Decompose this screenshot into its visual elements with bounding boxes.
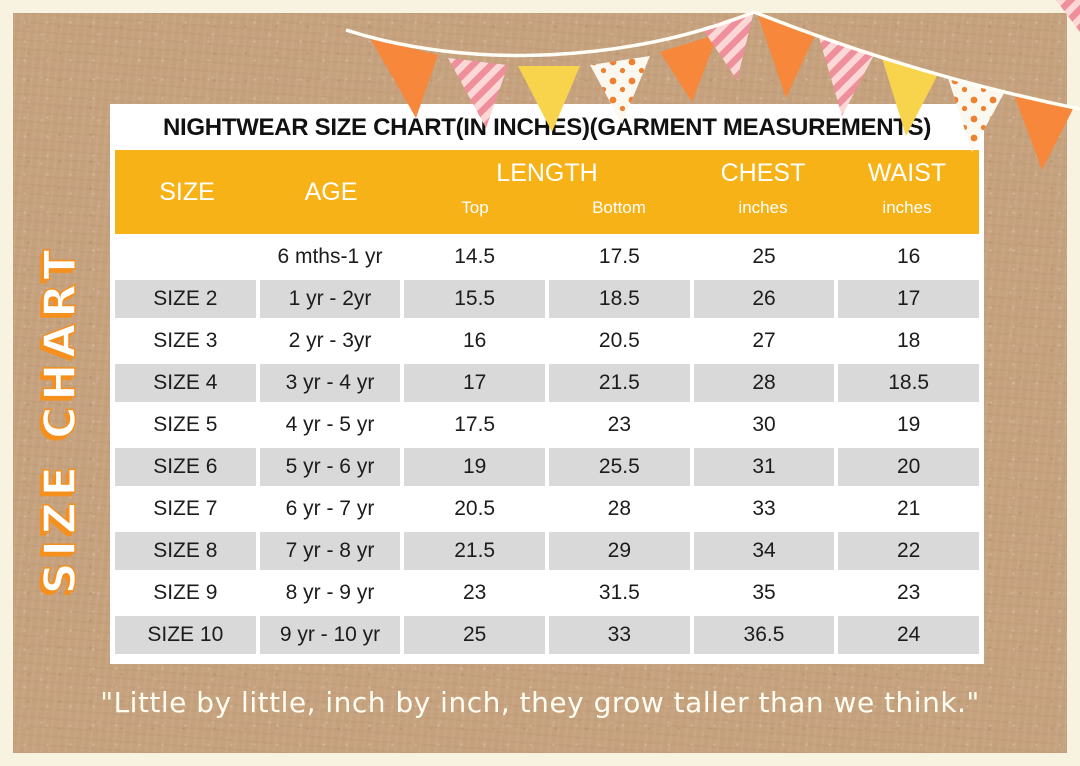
cell-age: 6 mths-1 yr xyxy=(259,238,401,276)
cell-age: 8 yr - 9 yr xyxy=(259,574,401,612)
table-header: SIZE AGE LENGTH CHEST WAIST Top Bottom i… xyxy=(115,150,979,234)
cell-chest: 34 xyxy=(693,532,835,570)
cell-age: 4 yr - 5 yr xyxy=(259,406,401,444)
cell-age: 1 yr - 2yr xyxy=(259,280,401,318)
cell-top: 21.5 xyxy=(404,532,545,570)
cell-chest: 31 xyxy=(693,448,835,486)
cell-waist: 16 xyxy=(838,238,979,276)
cell-age: 6 yr - 7 yr xyxy=(259,490,401,528)
cell-age: 3 yr - 4 yr xyxy=(259,364,401,402)
cell-chest: 27 xyxy=(693,322,835,360)
header-chest: CHEST xyxy=(720,158,806,187)
cell-top: 14.5 xyxy=(404,238,545,276)
cell-waist: 23 xyxy=(838,574,979,612)
header-waist: WAIST xyxy=(867,158,947,187)
cell-top: 17 xyxy=(404,364,545,402)
cell-size: SIZE 10 xyxy=(115,616,256,654)
cell-top: 16 xyxy=(404,322,545,360)
cell-top: 19 xyxy=(404,448,545,486)
size-chart-panel: NIGHTWEAR SIZE CHART(IN INCHES)(GARMENT … xyxy=(110,104,984,664)
cell-top: 23 xyxy=(404,574,545,612)
cell-chest: 36.5 xyxy=(693,616,835,654)
cell-bottom: 17.5 xyxy=(549,238,690,276)
quote-text: "Little by little, inch by inch, they gr… xyxy=(100,686,980,719)
cell-bottom: 21.5 xyxy=(549,364,690,402)
cell-bottom: 25.5 xyxy=(549,448,690,486)
cell-size: SIZE 8 xyxy=(115,532,256,570)
cell-top: 25 xyxy=(404,616,545,654)
cell-size: SIZE 4 xyxy=(115,364,256,402)
header-chest-unit: inches xyxy=(738,198,788,217)
header-size: SIZE xyxy=(159,177,215,206)
cell-chest: 30 xyxy=(693,406,835,444)
cell-waist: 24 xyxy=(838,616,979,654)
cell-size: SIZE 3 xyxy=(115,322,256,360)
cell-chest: 35 xyxy=(693,574,835,612)
header-age: AGE xyxy=(304,177,358,206)
header-length-top: Top xyxy=(461,198,489,217)
cell-waist: 22 xyxy=(838,532,979,570)
cell-bottom: 28 xyxy=(549,490,690,528)
header-waist-unit: inches xyxy=(882,198,932,217)
cell-chest: 26 xyxy=(693,280,835,318)
cell-size: SIZE 5 xyxy=(115,406,256,444)
cell-age: 2 yr - 3yr xyxy=(259,322,401,360)
cell-waist: 17 xyxy=(838,280,979,318)
cell-size: SIZE 2 xyxy=(115,280,256,318)
table-row: 6 mths-1 yr 14.5 17.5 25 16 xyxy=(115,238,979,276)
cell-waist: 18.5 xyxy=(838,364,979,402)
table-row: SIZE 10 9 yr - 10 yr 25 33 36.5 24 xyxy=(115,616,979,654)
cell-age: 5 yr - 6 yr xyxy=(259,448,401,486)
cell-bottom: 20.5 xyxy=(549,322,690,360)
cell-bottom: 29 xyxy=(549,532,690,570)
cell-chest: 25 xyxy=(693,238,835,276)
cell-waist: 20 xyxy=(838,448,979,486)
cell-size: SIZE 9 xyxy=(115,574,256,612)
cell-waist: 18 xyxy=(838,322,979,360)
cell-bottom: 33 xyxy=(549,616,690,654)
header-length-bottom: Bottom xyxy=(592,198,646,217)
cell-top: 17.5 xyxy=(404,406,545,444)
cell-top: 15.5 xyxy=(404,280,545,318)
cell-age: 7 yr - 8 yr xyxy=(259,532,401,570)
cell-size: SIZE 6 xyxy=(115,448,256,486)
cell-size xyxy=(115,238,256,276)
cell-chest: 28 xyxy=(693,364,835,402)
cell-chest: 33 xyxy=(693,490,835,528)
cell-size: SIZE 7 xyxy=(115,490,256,528)
cell-bottom: 23 xyxy=(549,406,690,444)
chart-title: NIGHTWEAR SIZE CHART(IN INCHES)(GARMENT … xyxy=(162,114,932,141)
cell-waist: 21 xyxy=(838,490,979,528)
cell-age: 9 yr - 10 yr xyxy=(259,616,401,654)
header-length: LENGTH xyxy=(496,158,598,187)
cell-bottom: 18.5 xyxy=(549,280,690,318)
cell-top: 20.5 xyxy=(404,490,545,528)
cell-waist: 19 xyxy=(838,406,979,444)
cell-bottom: 31.5 xyxy=(549,574,690,612)
side-label: SIZE CHART xyxy=(34,243,87,595)
